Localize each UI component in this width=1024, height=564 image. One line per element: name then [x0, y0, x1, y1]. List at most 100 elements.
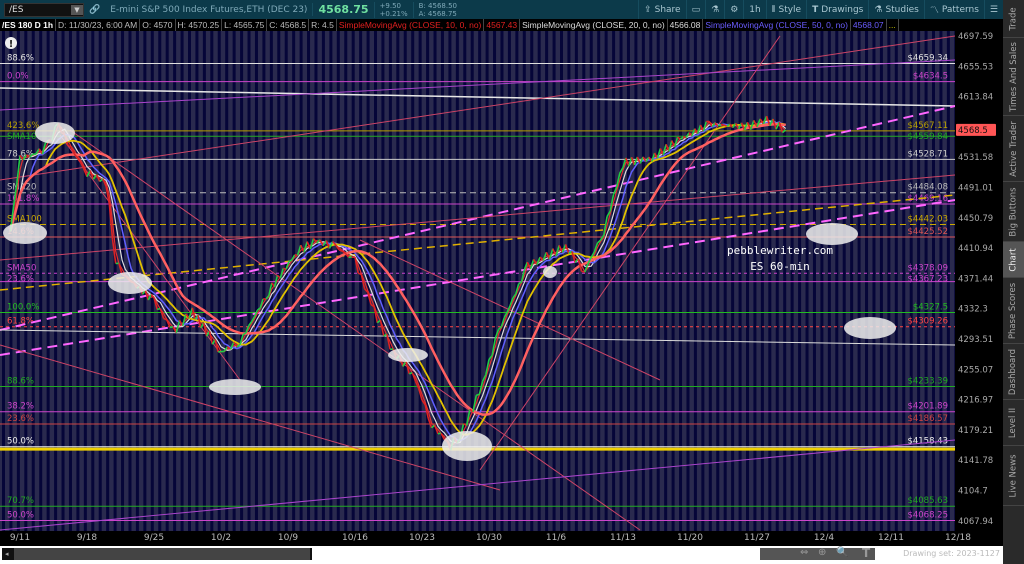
trend-line[interactable] — [0, 329, 956, 346]
studies-button[interactable]: ⚗ Studies — [868, 0, 923, 19]
highlight-ellipse[interactable] — [35, 122, 75, 144]
price-bar — [577, 258, 583, 272]
side-tab-dashboard[interactable]: Dashboard — [1003, 344, 1024, 400]
trend-lines[interactable] — [0, 35, 956, 531]
pan-icon[interactable]: ⇔ — [800, 547, 809, 558]
price-axis[interactable] — [955, 31, 1003, 531]
crosshair-icon[interactable]: ⊕ — [818, 547, 827, 558]
highlight-ellipses[interactable] — [3, 122, 896, 461]
trend-line[interactable] — [0, 344, 501, 491]
highlight-ellipse[interactable] — [543, 266, 557, 278]
timeframe-button[interactable]: 1h — [743, 0, 765, 19]
patterns-button[interactable]: 〽 Patterns — [923, 0, 984, 19]
trend-line[interactable] — [0, 439, 956, 531]
side-tab-trade[interactable]: Trade — [1003, 0, 1024, 38]
symbol-value: /ES — [9, 4, 24, 15]
session-stripe — [314, 31, 318, 531]
highlight-ellipse[interactable] — [844, 317, 896, 339]
alert-icon[interactable] — [5, 37, 17, 49]
price-chart[interactable]: 88.6% $4659.34 0.0% $4634.5 423.6% $4567.11 SM… — [0, 31, 1003, 531]
side-tab-live-news[interactable]: Live News — [1003, 446, 1024, 506]
price-bar — [564, 244, 570, 254]
trend-line[interactable] — [0, 87, 956, 107]
price-bar — [83, 168, 88, 177]
bid: B: 4568.50 — [418, 1, 458, 10]
sma10-label[interactable]: SimpleMovingAvg (CLOSE, 10, 0, no) — [337, 19, 485, 31]
symbol-selector[interactable]: /ES ▼ — [4, 2, 84, 17]
price-bar — [765, 115, 771, 126]
date-tick-label: 10/16 — [342, 533, 368, 543]
price-bar — [79, 161, 85, 170]
side-tab-big-buttons[interactable]: Big Buttons — [1003, 182, 1024, 242]
trend-line[interactable] — [0, 199, 956, 356]
candle-icon: ⫴ — [771, 4, 776, 15]
level-right-label: $4567.11 — [907, 121, 948, 131]
drawing-set-label[interactable]: Drawing set: 2023-1127 — [903, 549, 1000, 558]
side-tab-level-ii[interactable]: Level II — [1003, 400, 1024, 446]
side-tab-chart[interactable]: Chart — [1003, 242, 1024, 278]
share-button[interactable]: ⇪ Share — [638, 0, 686, 19]
price-bar — [500, 317, 506, 327]
level-right-label: $4233.39 — [907, 377, 948, 387]
trend-line[interactable] — [59, 134, 241, 381]
settings-button[interactable]: ⚙ — [724, 0, 743, 19]
horizontal-scrollbar[interactable]: ◂ ⇔ ⊕ 🔍 T — [0, 546, 1003, 564]
side-tab-times-and-sales[interactable]: Times And Sales — [1003, 38, 1024, 116]
date-axis[interactable]: 9/11 9/18 9/25 10/2 10/9 10/16 10/23 10/30 11/6 1… — [0, 531, 1003, 546]
level-right-label: $4378.09 — [907, 263, 948, 273]
alert-button[interactable]: ▭ — [685, 0, 706, 19]
price-bar — [717, 123, 722, 127]
price-bar — [775, 121, 781, 130]
highlight-ellipse[interactable] — [388, 348, 428, 362]
list-icon: ☰ — [989, 4, 998, 15]
trend-line[interactable] — [0, 194, 956, 291]
scroll-thumb-right[interactable] — [760, 548, 875, 560]
price-bar — [532, 259, 538, 266]
highlight-ellipse[interactable] — [3, 222, 47, 244]
trend-line[interactable] — [0, 35, 956, 181]
chart-spec[interactable]: /ES 180 D 1h — [0, 19, 57, 31]
style-button[interactable]: ⫴ Style — [765, 0, 806, 19]
flask-button[interactable]: ⚗ — [705, 0, 724, 19]
session-stripe — [292, 31, 296, 531]
scroll-left-icon[interactable]: ◂ — [5, 550, 9, 558]
link-icon[interactable]: 🔗 — [89, 4, 101, 15]
studies-label: Studies — [885, 4, 919, 15]
price-bar — [548, 248, 554, 260]
price-tick-label: 4216.97 — [958, 396, 993, 406]
menu-button[interactable]: ☰ — [983, 0, 1003, 19]
highlight-ellipse[interactable] — [442, 431, 492, 461]
flask-icon: ⚗ — [874, 4, 883, 15]
scroll-thumb[interactable] — [14, 548, 310, 560]
level-left-label: SMA10 — [7, 132, 36, 142]
price-bar — [16, 155, 21, 184]
date-tick-label: 11/20 — [677, 533, 703, 543]
trend-line[interactable] — [479, 35, 781, 471]
highlight-ellipse[interactable] — [806, 223, 858, 245]
more-studies[interactable]: ... — [887, 19, 899, 31]
price-bar — [673, 136, 679, 148]
price-bar — [769, 118, 774, 126]
price-bar — [312, 237, 318, 244]
highlight-ellipse[interactable] — [108, 272, 152, 294]
drawings-button[interactable]: T Drawings — [806, 0, 868, 19]
price-bar — [248, 321, 253, 327]
side-tab-phase-scores[interactable]: Phase Scores — [1003, 278, 1024, 344]
level-right-label: $4158.43 — [907, 437, 948, 447]
sma20-label[interactable]: SimpleMovingAvg (CLOSE, 20, 0, no) — [520, 19, 668, 31]
trend-line[interactable] — [0, 174, 956, 261]
session-stripe — [805, 31, 809, 531]
trend-line[interactable] — [69, 129, 641, 531]
text-t-icon[interactable]: T — [862, 546, 871, 560]
highlight-ellipse[interactable] — [209, 379, 261, 395]
level-right-label: $4201.89 — [907, 402, 948, 412]
price-bar — [650, 152, 656, 162]
trend-line[interactable] — [0, 59, 956, 111]
session-stripe — [917, 31, 921, 531]
zoom-icon[interactable]: 🔍 — [836, 547, 849, 558]
side-tab-active-trader[interactable]: Active Trader — [1003, 116, 1024, 182]
session-stripe — [619, 31, 623, 531]
horizontal-levels[interactable]: 88.6% $4659.34 0.0% $4634.5 423.6% $4567.11 SM… — [0, 54, 955, 522]
sma20-value: 4566.08 — [668, 19, 704, 31]
sma50-label[interactable]: SimpleMovingAvg (CLOSE, 50, 0, no) — [703, 19, 851, 31]
